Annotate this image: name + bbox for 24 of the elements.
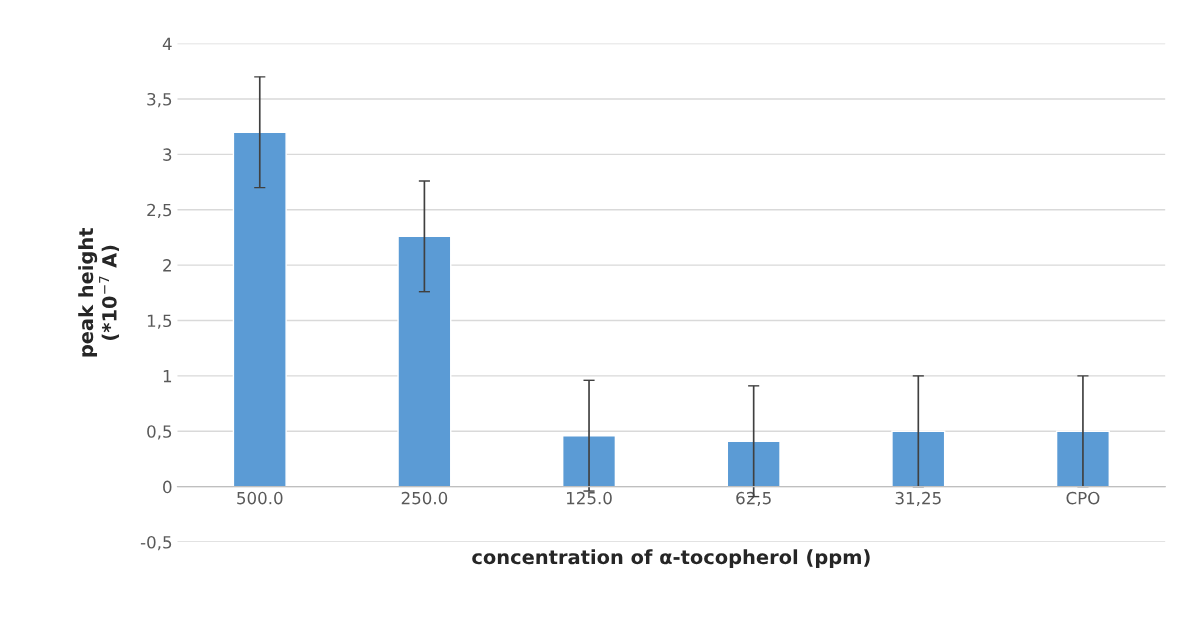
bar [397, 235, 452, 488]
y-tick-label: 2 [163, 259, 171, 272]
y-tick-label: 1 [163, 370, 172, 383]
x-tick-label: CPO [1066, 491, 1100, 505]
x-tick-label: 500.0 [237, 491, 283, 505]
y-tick-label: 1,5 [147, 314, 172, 329]
y-tick-label: 0 [163, 480, 172, 494]
bar [561, 434, 617, 488]
y-tick-label: -0,5 [140, 535, 172, 551]
bar [891, 430, 946, 488]
x-tick-label: 125.0 [567, 491, 612, 505]
y-tick-label: 3,5 [147, 92, 172, 108]
y-tick-label: 2,5 [147, 203, 172, 219]
bar [232, 131, 287, 488]
y-tick-label: 3 [163, 148, 172, 161]
y-tick-label: 4 [162, 37, 172, 50]
y-axis-title: peak height (*10$^{−7}$ A) [78, 227, 120, 357]
x-axis-title: concentration of α-tocopherol (ppm) [472, 549, 870, 569]
x-tick-label: 250.0 [401, 491, 448, 505]
bar [1055, 430, 1110, 488]
x-tick-label: 62,5 [736, 491, 771, 507]
x-tick-label: 31,25 [895, 491, 941, 507]
bar [726, 440, 781, 488]
y-tick-label: 0,5 [147, 425, 172, 440]
